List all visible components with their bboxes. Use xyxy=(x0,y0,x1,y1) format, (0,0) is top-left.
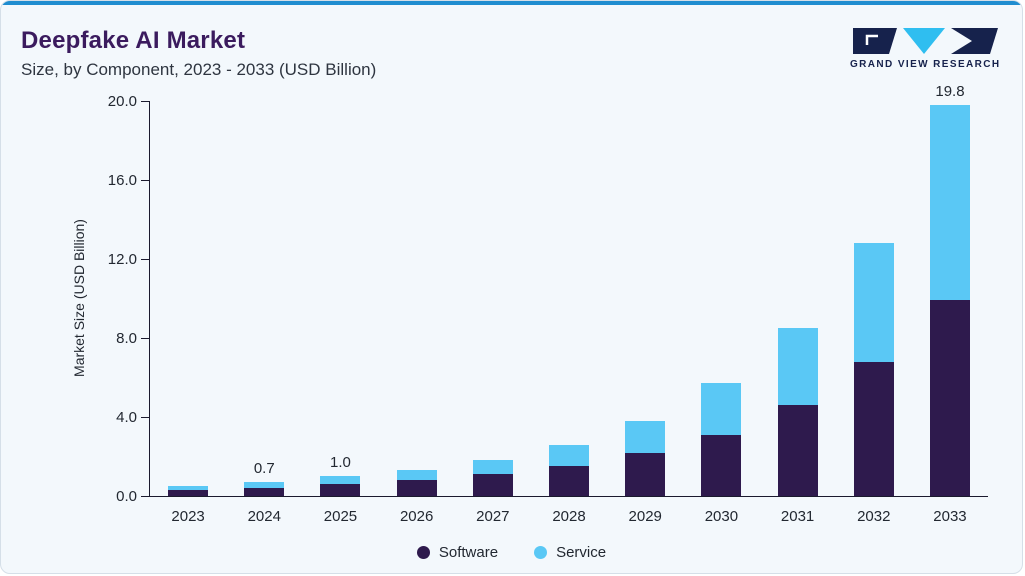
bar-group-2024: 0.7 2024 xyxy=(226,101,302,525)
legend: Software Service xyxy=(1,544,1022,561)
bar-group-2028: 2028 xyxy=(531,101,607,525)
chart-header: Deepfake AI Market Size, by Component, 2… xyxy=(21,27,376,80)
bar-segment-software xyxy=(396,480,437,496)
bar-stack xyxy=(929,104,970,496)
bar-segment-software xyxy=(320,484,361,496)
top-accent-bar xyxy=(1,1,1022,5)
y-tick-mark xyxy=(141,258,149,260)
x-axis-label: 2027 xyxy=(476,508,510,525)
bar-segment-service xyxy=(168,486,209,491)
bar-segment-service xyxy=(777,328,818,406)
bar-value-label: 0.7 xyxy=(253,460,275,478)
y-tick-label: 8.0 xyxy=(116,330,137,347)
y-tick-label: 4.0 xyxy=(116,409,137,426)
bar-segment-service xyxy=(320,476,361,485)
bar-stack xyxy=(853,243,894,496)
bar-segment-software xyxy=(777,405,818,496)
bar-stack xyxy=(625,420,666,496)
bar-stack xyxy=(549,444,590,496)
bar-group-2025: 1.0 2025 xyxy=(302,101,378,525)
bar-value-label: 1.0 xyxy=(330,454,351,472)
legend-dot xyxy=(416,546,430,559)
bar-segment-service xyxy=(701,383,742,435)
y-tick-mark xyxy=(141,100,149,102)
bar-segment-service xyxy=(549,444,590,467)
x-axis-label: 2030 xyxy=(704,508,739,525)
bar-stack xyxy=(320,476,361,496)
legend-label: Service xyxy=(556,544,607,561)
chart-subtitle: Size, by Component, 2023 - 2033 (USD Bil… xyxy=(21,60,377,79)
bar-segment-service xyxy=(472,460,513,475)
bar-segment-software xyxy=(929,300,970,496)
logo-text: GRAND VIEW RESEARCH xyxy=(850,59,1001,70)
bar-group-2032: 2032 xyxy=(836,101,912,525)
page-title: Deepfake AI Market xyxy=(21,27,246,54)
bar-group-2023: 2023 xyxy=(150,101,226,525)
bar-segment-software xyxy=(549,466,590,496)
x-axis-label: 2024 xyxy=(247,508,281,525)
y-tick-label: 12.0 xyxy=(107,251,137,268)
y-axis-ticks: 0.0 4.0 8.0 12.0 16.0 20.0 xyxy=(108,93,988,505)
legend-item-service: Service xyxy=(534,544,606,561)
x-axis-label: 2023 xyxy=(171,508,205,525)
bar-stack xyxy=(396,470,437,496)
brand-logo: GRAND VIEW RESEARCH xyxy=(850,27,1000,70)
legend-label: Software xyxy=(438,544,499,561)
bar-segment-software xyxy=(853,361,894,496)
bar-stack xyxy=(472,460,513,496)
bar-segment-software xyxy=(625,452,666,496)
bar-stack xyxy=(244,482,285,496)
bar-stack xyxy=(168,486,209,496)
plot-area: 0.0 4.0 8.0 12.0 16.0 20.0 2023 0.7 2024 1.0 2025… xyxy=(108,83,988,525)
legend-dot xyxy=(534,546,548,559)
bar-group-2027: 2027 xyxy=(455,101,531,525)
bar-segment-software xyxy=(472,474,513,496)
bar-segment-software xyxy=(244,488,285,496)
legend-item-software: Software xyxy=(416,544,499,561)
x-axis-label: 2025 xyxy=(323,508,358,525)
x-axis-label: 2033 xyxy=(933,508,967,525)
bar-group-2030: 2030 xyxy=(683,101,759,525)
x-axis-label: 2032 xyxy=(857,508,891,525)
bar-segment-software xyxy=(701,434,742,496)
bar-group-2029: 2029 xyxy=(607,101,683,525)
logo-icon xyxy=(852,28,998,54)
y-axis-title: Market Size (USD Billion) xyxy=(71,219,87,377)
bar-group-2033: 19.8 2033 xyxy=(912,83,988,525)
y-tick-label: 16.0 xyxy=(107,172,137,189)
bar-segment-software xyxy=(168,490,209,496)
x-axis-label: 2031 xyxy=(780,508,815,525)
x-axis-label: 2029 xyxy=(628,508,662,525)
y-tick-label: 20.0 xyxy=(107,93,137,110)
bar-segment-service xyxy=(929,104,970,301)
bar-group-2026: 2026 xyxy=(379,101,455,525)
y-tick-label: 0.0 xyxy=(116,488,137,505)
bar-segment-service xyxy=(396,470,437,481)
y-tick-mark xyxy=(141,495,149,497)
y-tick-mark xyxy=(141,179,149,181)
bar-segment-service xyxy=(853,243,894,362)
y-tick-mark xyxy=(141,416,149,418)
x-axis-label: 2026 xyxy=(399,508,434,525)
bar-group-2031: 2031 xyxy=(760,101,836,525)
bar-value-label: 19.8 xyxy=(935,82,965,100)
bar-segment-service xyxy=(244,482,285,489)
bar-segment-service xyxy=(625,420,666,453)
bars-container: 2023 0.7 2024 1.0 2025 2026 2027 2028 2029 2030 20… xyxy=(150,83,988,525)
y-tick-mark xyxy=(141,337,149,339)
x-axis-label: 2028 xyxy=(552,508,586,525)
bar-stack xyxy=(777,328,818,496)
bar-stack xyxy=(701,383,742,496)
